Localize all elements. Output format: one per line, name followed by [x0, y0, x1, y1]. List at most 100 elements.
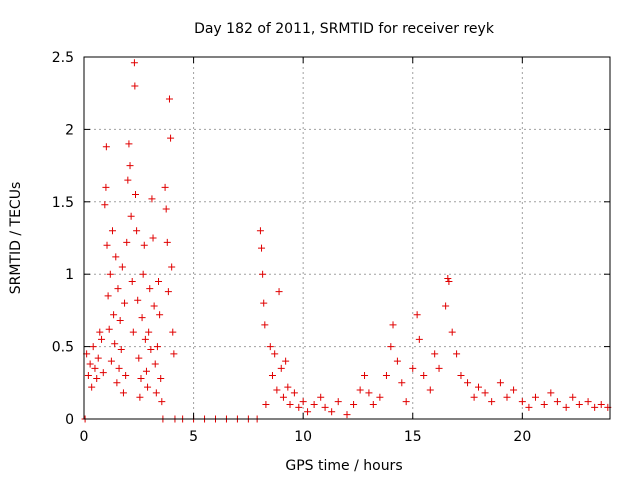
data-point-marker	[144, 383, 152, 391]
data-point-marker	[152, 389, 160, 397]
data-point-marker	[591, 403, 599, 411]
data-point-marker	[91, 364, 99, 372]
data-point-marker	[150, 302, 158, 310]
data-point-marker	[105, 325, 113, 333]
grid-lines	[84, 57, 610, 419]
data-point-marker	[146, 285, 154, 293]
data-point-marker	[162, 205, 170, 213]
data-point-marker	[158, 398, 166, 406]
data-point-marker	[140, 241, 148, 249]
data-point-marker	[268, 372, 276, 380]
data-point-marker	[284, 383, 292, 391]
data-point-marker	[282, 357, 290, 365]
data-point-marker	[261, 321, 269, 329]
data-point-marker	[389, 321, 397, 329]
data-point-marker	[125, 140, 133, 148]
data-point-marker	[113, 379, 121, 387]
data-point-marker	[286, 401, 294, 409]
data-point-marker	[369, 401, 377, 409]
data-point-marker	[382, 372, 390, 380]
chart-title: Day 182 of 2011, SRMTID for receiver rey…	[194, 21, 495, 37]
data-point-marker	[317, 393, 325, 401]
data-point-marker	[310, 401, 318, 409]
data-point-marker	[138, 314, 146, 322]
data-point-marker	[164, 288, 172, 296]
data-point-marker	[134, 296, 142, 304]
data-point-marker	[415, 335, 423, 343]
data-point-marker	[114, 285, 122, 293]
data-point-marker	[93, 374, 101, 382]
data-point-marker	[481, 389, 489, 397]
data-point-marker	[167, 134, 175, 142]
data-point-marker	[361, 372, 369, 380]
data-point-marker	[147, 345, 155, 353]
y-axis-label: SRMTID / TECUs	[8, 182, 24, 295]
data-point-marker	[518, 398, 526, 406]
data-point-marker	[299, 398, 307, 406]
data-point-marker	[102, 143, 110, 151]
data-point-marker	[108, 227, 116, 235]
data-point-marker	[149, 234, 157, 242]
data-point-marker	[129, 328, 137, 336]
data-point-marker	[127, 212, 135, 220]
data-point-marker	[496, 379, 504, 387]
data-point-marker	[279, 393, 287, 401]
data-point-marker	[101, 201, 109, 209]
y-tick-label: 1.5	[52, 195, 74, 211]
x-tick-label: 20	[513, 429, 531, 445]
data-point-marker	[525, 403, 533, 411]
data-point-marker	[145, 328, 153, 336]
data-point-marker	[88, 383, 96, 391]
data-point-marker	[262, 401, 270, 409]
data-point-marker	[148, 195, 156, 203]
data-point-marker	[136, 393, 144, 401]
data-point-marker	[258, 244, 266, 252]
data-point-marker	[131, 82, 139, 90]
data-point-marker	[139, 270, 147, 278]
x-tick-label: 0	[80, 429, 89, 445]
data-point-marker	[553, 398, 561, 406]
data-point-marker	[111, 340, 119, 348]
data-point-marker	[124, 176, 132, 184]
data-point-marker	[398, 379, 406, 387]
data-point-marker	[409, 364, 417, 372]
data-point-marker	[94, 354, 102, 362]
data-point-marker	[260, 299, 268, 307]
data-point-marker	[444, 275, 452, 283]
y-tick-label: 0	[65, 412, 74, 428]
data-point-marker	[123, 238, 131, 246]
data-point-marker	[488, 398, 496, 406]
data-point-marker	[277, 364, 285, 372]
x-tick-label: 10	[294, 429, 312, 445]
data-point-marker	[413, 311, 421, 319]
data-point-marker	[110, 311, 118, 319]
data-point-marker	[128, 277, 136, 285]
data-point-marker	[112, 253, 120, 261]
data-point-marker	[153, 343, 161, 351]
data-point-marker	[457, 372, 465, 380]
data-point-marker	[350, 401, 358, 409]
data-point-marker	[266, 343, 274, 351]
data-point-marker	[540, 401, 548, 409]
data-point-marker	[119, 389, 127, 397]
data-points	[81, 59, 612, 423]
data-point-marker	[259, 270, 267, 278]
data-point-marker	[106, 270, 114, 278]
data-point-marker	[365, 389, 373, 397]
data-point-marker	[96, 328, 104, 336]
data-point-marker	[334, 398, 342, 406]
data-point-marker	[157, 374, 165, 382]
data-point-marker	[510, 386, 518, 394]
data-point-marker	[118, 263, 126, 271]
data-point-marker	[86, 360, 94, 368]
data-point-marker	[273, 386, 281, 394]
data-point-marker	[356, 386, 364, 394]
data-point-marker	[321, 403, 329, 411]
data-point-marker	[102, 183, 110, 191]
data-point-marker	[155, 277, 163, 285]
data-point-marker	[420, 372, 428, 380]
data-point-marker	[130, 59, 138, 67]
data-point-marker	[165, 95, 173, 103]
data-point-marker	[426, 386, 434, 394]
data-point-marker	[562, 403, 570, 411]
